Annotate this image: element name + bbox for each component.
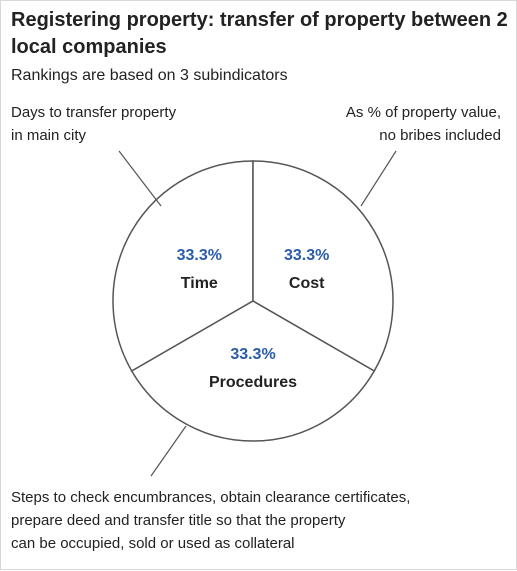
chart-title: Registering property: transfer of proper…: [11, 9, 508, 58]
value-label: 33.3%: [230, 346, 275, 363]
annotation: no bribes included: [379, 127, 501, 144]
annotation: Steps to check encumbrances, obtain clea…: [11, 489, 410, 506]
leader-line: [118, 150, 162, 207]
annotation: Days to transfer property: [11, 104, 177, 121]
category-label: Cost: [289, 275, 325, 292]
category-label: Time: [181, 275, 218, 292]
value-label: 33.3%: [177, 247, 222, 264]
pie-slice: [252, 160, 394, 373]
annotation: As % of property value,: [346, 104, 501, 121]
annotation: in main city: [11, 127, 87, 144]
category-label: Procedures: [209, 374, 297, 391]
value-label: 33.3%: [284, 247, 329, 264]
chart-subtitle: Rankings are based on 3 subindicators: [11, 67, 288, 84]
pie-slice: [130, 300, 376, 442]
annotation: prepare deed and transfer title so that …: [11, 512, 346, 529]
annotation: can be occupied, sold or used as collate…: [11, 535, 295, 552]
leader-line: [150, 425, 187, 477]
pie-slice: [112, 160, 254, 373]
leader-line: [360, 150, 397, 207]
